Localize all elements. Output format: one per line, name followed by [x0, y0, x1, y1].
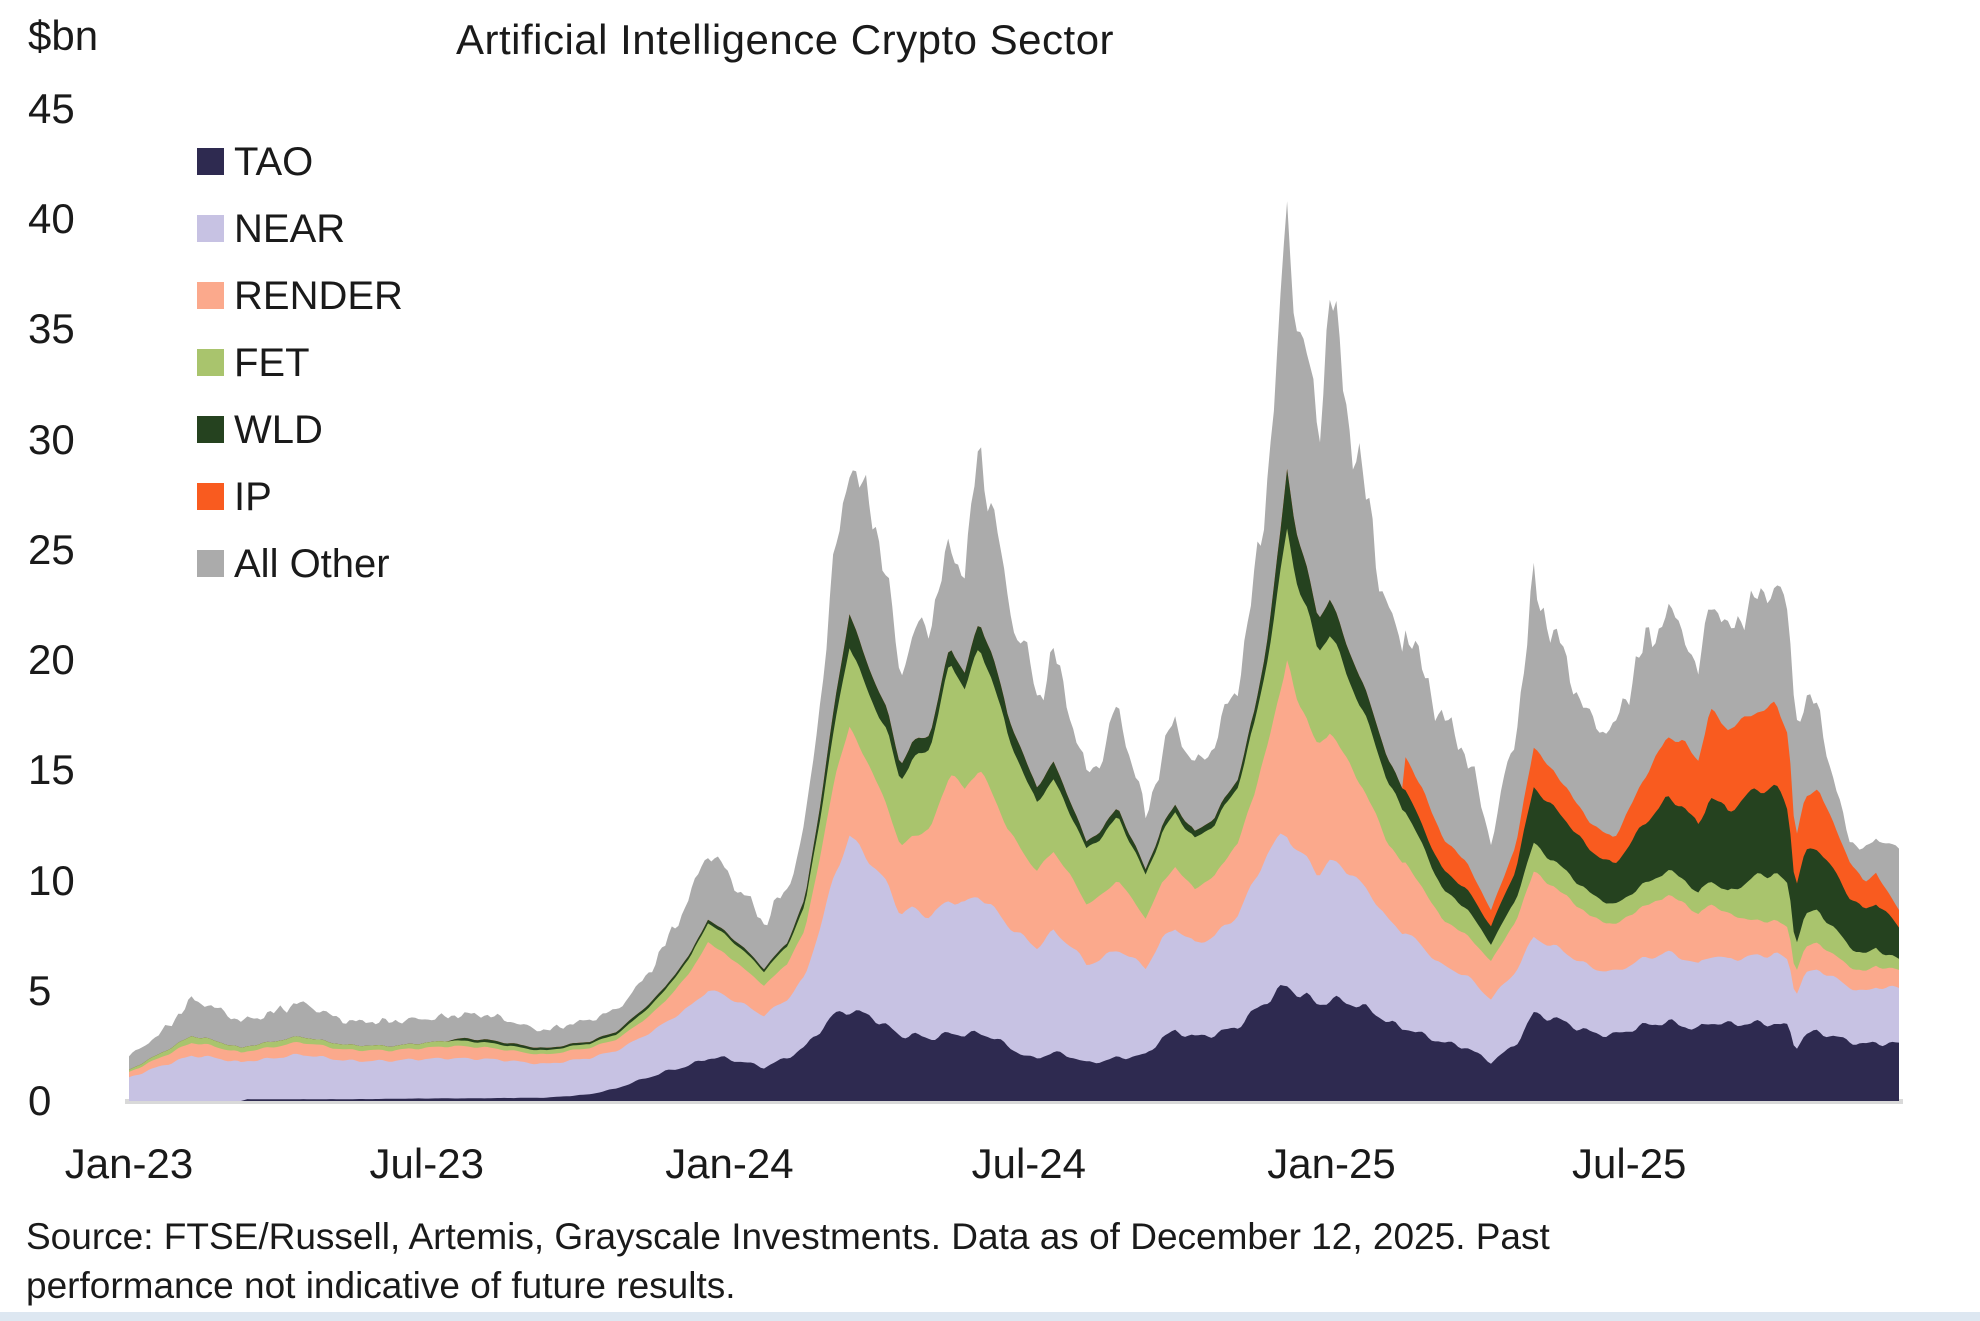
- legend-swatch-icon: [197, 483, 224, 510]
- y-tick-label: 15: [28, 746, 75, 794]
- y-axis-unit-label: $bn: [28, 12, 99, 59]
- legend-item: WLD: [197, 396, 403, 463]
- y-tick-label: 10: [28, 856, 75, 904]
- y-tick-label: 0: [28, 1077, 52, 1124]
- legend-item: All Other: [197, 530, 403, 597]
- legend-item: NEAR: [197, 195, 403, 262]
- y-tick-label: 30: [28, 415, 75, 463]
- x-tick-label: Jul-24: [971, 1140, 1086, 1187]
- legend-swatch-icon: [197, 148, 224, 175]
- legend-item-label: FET: [234, 340, 310, 385]
- y-tick-label: 20: [28, 636, 75, 683]
- x-axis-baseline: [125, 1099, 1903, 1104]
- legend-item-label: TAO: [234, 139, 314, 184]
- x-tick-label: Jul-23: [369, 1140, 484, 1187]
- legend-item: RENDER: [197, 262, 403, 329]
- y-tick-label: 35: [28, 305, 75, 353]
- legend-item: IP: [197, 463, 403, 530]
- x-tick-label: Jan-23: [64, 1140, 194, 1187]
- series-area-near: [129, 833, 1899, 1101]
- legend-swatch-icon: [197, 282, 224, 309]
- x-tick-label: Jan-25: [1267, 1140, 1396, 1187]
- x-tick-label: Jul-25: [1572, 1140, 1687, 1187]
- chart-title: Artificial Intelligence Crypto Sector: [455, 16, 1115, 63]
- legend-swatch-icon: [197, 215, 224, 242]
- series-area-tao: [129, 985, 1899, 1101]
- y-tick-label: 5: [28, 966, 52, 1014]
- legend: TAO NEAR RENDER FET WLD IP All Other: [197, 128, 403, 597]
- legend-item: TAO: [197, 128, 403, 195]
- legend-item: FET: [197, 329, 403, 396]
- legend-item-label: NEAR: [234, 206, 346, 251]
- source-note: Source: FTSE/Russell, Artemis, Grayscale…: [26, 1216, 1550, 1306]
- x-tick-label: Jan-24: [665, 1140, 794, 1187]
- legend-item-label: WLD: [234, 407, 323, 452]
- y-tick-label: 45: [28, 84, 75, 132]
- legend-item-label: RENDER: [234, 273, 403, 318]
- legend-item-label: IP: [234, 474, 272, 519]
- y-tick-label: 40: [28, 195, 75, 242]
- legend-item-label: All Other: [234, 541, 390, 586]
- bottom-accent-bar: [0, 1312, 1980, 1321]
- legend-swatch-icon: [197, 550, 224, 577]
- y-tick-label: 25: [28, 525, 75, 573]
- legend-swatch-icon: [197, 349, 224, 376]
- legend-swatch-icon: [197, 416, 224, 443]
